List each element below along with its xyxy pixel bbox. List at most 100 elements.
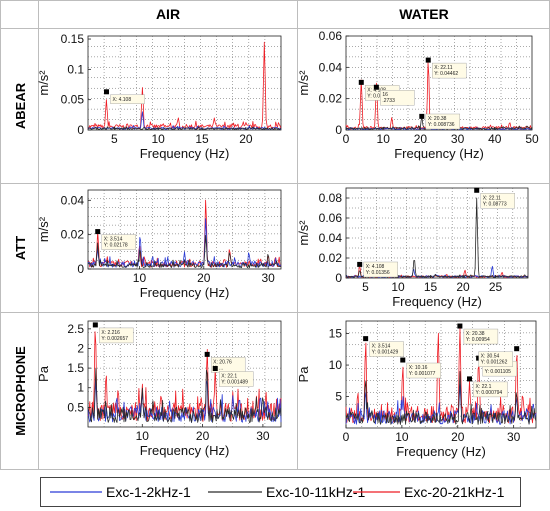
datatip-marker (95, 229, 101, 235)
datatip-box (463, 328, 499, 345)
x-tick-label: 5 (362, 280, 369, 294)
datatip-marker (419, 113, 425, 119)
datatip-label: Y: 0.002657 (101, 336, 128, 342)
datatip-label: Y: 0.001077 (409, 371, 436, 377)
chart-abear-air: 5 10 15 20 0 0.05 0.1 0.15 Frequency (Hz) m/s² X: … (36, 32, 282, 161)
legend-box (40, 477, 521, 507)
datatip-label: Y: 0.03043 (367, 93, 391, 99)
x-tick-label: 10 (395, 430, 409, 444)
x-tick-label: 50 (525, 132, 539, 146)
series-blue (87, 111, 282, 130)
row-header-att: ATT (13, 236, 28, 260)
chart-mic-air: 10 20 30 0.5 1 1.5 2 2.5 Frequency (Hz) Pa X: 2.21… (36, 320, 282, 458)
datatip-box (101, 234, 136, 250)
chart-abear-water: 0 10 20 30 40 50 0 0.02 0.04 0.06 Frequency (Hz) m/… (296, 29, 539, 161)
datatip-marker (457, 323, 463, 329)
datatip-box (425, 113, 461, 130)
x-axis-label: Frequency (Hz) (394, 146, 484, 161)
x-tick-label: 0 (343, 132, 350, 146)
datatip-label: Y: 0.001105 (485, 369, 512, 375)
datatip-box (480, 193, 515, 209)
datatip-marker (467, 376, 472, 382)
y-tick-label: 0.06 (319, 29, 343, 43)
x-tick-label: 25 (489, 280, 503, 294)
datatip-label: Y: 0.008736 (428, 122, 455, 128)
x-tick-label: 20 (456, 280, 470, 294)
datatip-label: Y: ... (213, 365, 223, 371)
datatip-box (219, 371, 254, 387)
datatip-label: Y: 0.02178 (104, 243, 128, 249)
datatip-label: X: 30.54 (481, 354, 500, 360)
y-tick-label: 0.02 (61, 228, 85, 242)
series-black (345, 371, 537, 425)
series-black (87, 235, 282, 269)
series-black (87, 367, 282, 423)
x-tick-label: 20 (451, 430, 465, 444)
datatip: X: 30.54Y: 0.001262 (478, 346, 520, 367)
datatip-label: Y: 0.08773 (483, 201, 507, 207)
y-axis-label: m/s² (36, 70, 51, 96)
datatip-marker (373, 84, 379, 90)
datatip-marker (92, 322, 98, 328)
legend: Exc-1-2kHz-1 Exc-10-11kHz-1 Exc-20-21kHz… (40, 477, 521, 507)
y-tick-label: 0.02 (319, 92, 343, 106)
datatip-marker (363, 336, 369, 342)
x-tick-label: 20 (197, 271, 211, 285)
datatip-box (110, 94, 145, 104)
x-tick-label: 10 (391, 280, 405, 294)
datatip-label: Y: 0.01356 (366, 270, 390, 276)
x-tick-label: 40 (488, 132, 502, 146)
col-header-air: AIR (156, 6, 180, 22)
x-tick-label: 30 (256, 429, 270, 443)
y-axis-label: Pa (296, 366, 311, 383)
y-tick-label: 0.02 (319, 251, 343, 265)
grid (88, 36, 281, 130)
x-tick-label: 30 (451, 132, 465, 146)
x-axis-label: Frequency (Hz) (396, 444, 486, 459)
x-tick-label: 10 (133, 271, 147, 285)
datatip: X: 22.11Y: 0.04462 (425, 57, 467, 79)
datatip-label: X: 3.514 (372, 344, 391, 350)
legend-label-blue: Exc-1-2kHz-1 (106, 484, 191, 500)
datatip-label: X: 2.216 (101, 330, 120, 336)
datatip-box (380, 90, 415, 106)
x-tick-label: 20 (196, 429, 210, 443)
datatip-marker (474, 187, 480, 193)
x-tick-label: 0 (343, 430, 350, 444)
datatip-label: X: 22.11 (434, 65, 452, 71)
x-tick-label: 15 (424, 280, 438, 294)
x-tick-label: 30 (507, 430, 521, 444)
datatip-label: Y: 0.001429 (372, 350, 399, 356)
y-axis-label: Pa (36, 365, 51, 382)
row-header-microphone: MICROPHONE (13, 346, 28, 436)
y-tick-label: 0 (77, 262, 84, 276)
x-tick-label: 10 (152, 132, 166, 146)
x-tick-label: 30 (261, 271, 275, 285)
datatip-marker (514, 346, 520, 352)
datatip: X: 20.38Y: 0.00954 (457, 323, 499, 345)
x-tick-label: 15 (195, 132, 209, 146)
datatip-marker (358, 79, 364, 85)
datatip-marker (204, 351, 210, 357)
x-axis-label: Frequency (Hz) (140, 146, 230, 161)
datatip-box (478, 351, 513, 367)
datatip-label: X: 22.1 (476, 384, 492, 390)
datatip-label: Y: 0.00954 (466, 337, 490, 343)
y-tick-label: 0.04 (319, 231, 343, 245)
datatip-box (432, 62, 467, 79)
y-tick-label: 0.06 (319, 211, 343, 225)
datatip-marker (425, 57, 431, 63)
datatip-marker (400, 357, 406, 363)
y-tick-label: 0.08 (319, 191, 343, 205)
y-axis-label: m/s² (296, 220, 311, 246)
datatip-label: X: 4.108 (366, 264, 385, 270)
x-tick-label: 10 (136, 429, 150, 443)
row-header-abear: ABEAR (13, 82, 28, 129)
datatip-marker (103, 89, 109, 95)
datatip-label: X: 10.16 (409, 365, 428, 371)
plot-area (87, 35, 282, 131)
datatip-label: X: 20.76 (213, 359, 232, 365)
